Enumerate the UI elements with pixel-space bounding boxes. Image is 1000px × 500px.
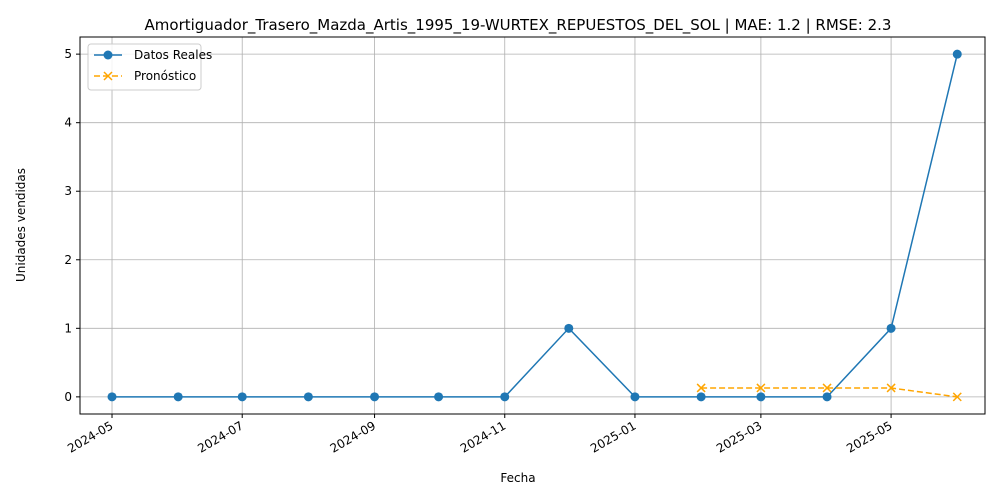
grid-lines xyxy=(80,37,985,414)
data-point-pronostico xyxy=(886,383,896,393)
y-tick-label: 2 xyxy=(64,253,72,267)
legend-marker-datos-reales xyxy=(103,50,113,60)
data-point-datos-reales xyxy=(237,392,247,402)
legend-label-datos-reales: Datos Reales xyxy=(134,48,212,62)
data-point-datos-reales xyxy=(756,392,766,402)
data-point-datos-reales xyxy=(952,49,962,59)
data-point-pronostico xyxy=(952,392,962,402)
data-point-datos-reales xyxy=(303,392,313,402)
legend: Datos Reales Pronóstico xyxy=(87,43,212,91)
y-axis: 0 1 2 3 4 5 xyxy=(64,47,80,404)
y-tick-label: 4 xyxy=(64,116,72,130)
x-tick-label: 2024-07 xyxy=(195,418,245,455)
x-tick-label: 2024-09 xyxy=(328,418,378,455)
data-point-datos-reales xyxy=(822,392,832,402)
chart-title: Amortiguador_Trasero_Mazda_Artis_1995_19… xyxy=(145,16,892,35)
y-tick-label: 5 xyxy=(64,47,72,61)
data-point-datos-reales xyxy=(107,392,117,402)
x-tick-label: 2024-11 xyxy=(458,418,508,455)
plot-area-frame xyxy=(79,36,986,415)
y-tick-label: 0 xyxy=(64,390,72,404)
data-point-datos-reales xyxy=(173,392,183,402)
data-point-pronostico xyxy=(756,383,766,393)
data-point-datos-reales xyxy=(434,392,444,402)
series-line-datos-reales xyxy=(112,53,959,398)
y-axis-label: Unidades vendidas xyxy=(14,168,28,282)
data-point-pronostico xyxy=(696,383,706,393)
data-point-datos-reales xyxy=(370,392,380,402)
y-tick-label: 3 xyxy=(64,184,72,198)
y-tick-label: 1 xyxy=(64,321,72,335)
data-point-datos-reales xyxy=(500,392,510,402)
x-axis: 2024-05 2024-07 2024-09 2024-11 2025-01 2025-… xyxy=(65,414,895,456)
data-point-datos-reales xyxy=(564,323,574,333)
x-tick-label: 2025-05 xyxy=(844,418,894,455)
series-layer xyxy=(107,49,962,402)
x-tick-label: 2024-05 xyxy=(65,418,115,455)
data-point-datos-reales xyxy=(630,392,640,402)
data-point-pronostico xyxy=(822,383,832,393)
data-point-datos-reales xyxy=(696,392,706,402)
x-tick-label: 2025-03 xyxy=(714,418,764,455)
x-tick-label: 2025-01 xyxy=(588,418,638,455)
legend-label-pronostico: Pronóstico xyxy=(134,69,196,83)
data-point-datos-reales xyxy=(886,323,896,333)
x-axis-label: Fecha xyxy=(500,471,535,485)
legend-marker-pronostico xyxy=(103,71,113,81)
